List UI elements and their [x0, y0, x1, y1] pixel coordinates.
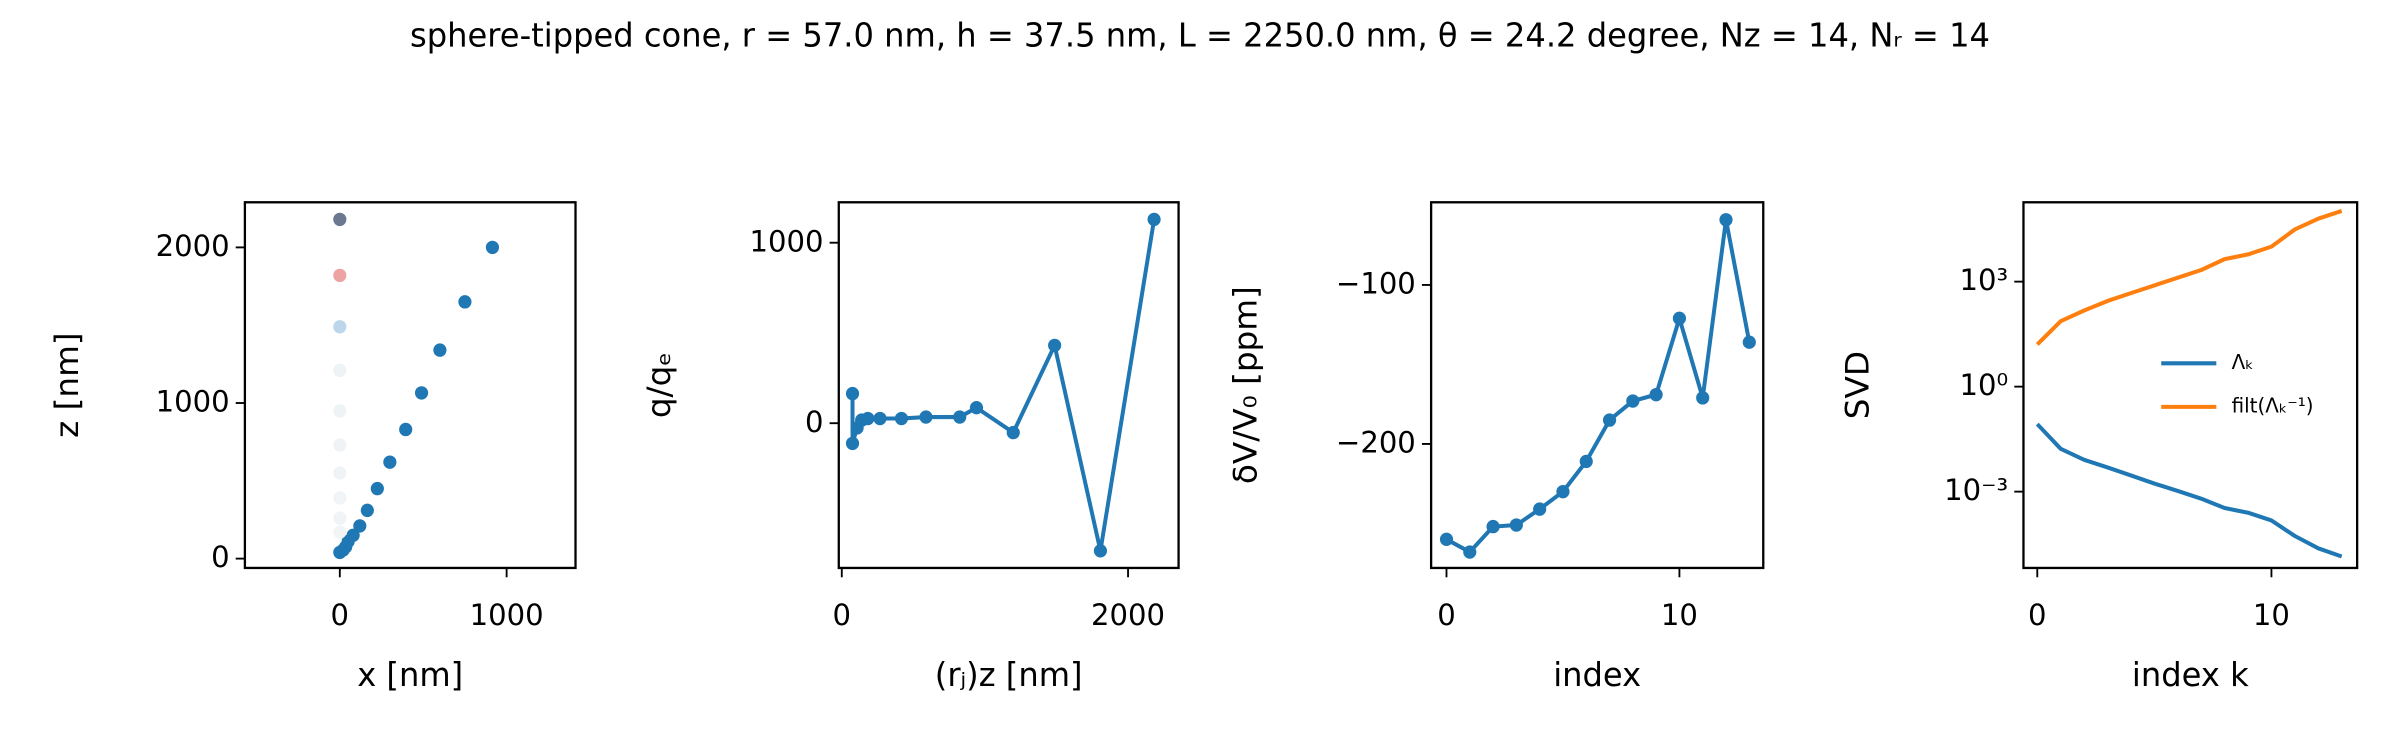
y-tick-label: 0 [211, 540, 230, 574]
x-axis-label: x [nm] [357, 656, 463, 694]
y-tick-label: 2000 [156, 229, 230, 263]
point [333, 268, 347, 283]
point [333, 438, 347, 452]
point [360, 503, 374, 518]
point [485, 240, 500, 255]
marker [1719, 213, 1733, 227]
point [333, 320, 347, 334]
point [333, 525, 347, 539]
point [333, 466, 347, 480]
marker [1649, 387, 1663, 402]
x-tick-label: 0 [833, 598, 852, 632]
point [333, 491, 347, 505]
y-tick-label: 1000 [156, 384, 230, 418]
marker [919, 410, 933, 424]
y-tick-label: −200 [1336, 425, 1416, 459]
marker [1672, 311, 1686, 326]
axes-frame [1429, 201, 1765, 570]
y-tick-label: 10⁰ [1960, 368, 2009, 402]
legend-label: filt(Λₖ⁻¹) [2232, 393, 2314, 417]
marker [1602, 413, 1617, 427]
point [399, 422, 413, 437]
axes-frame [243, 201, 577, 570]
series-line [850, 219, 1157, 553]
series-line [1445, 217, 1752, 555]
marker [1626, 394, 1640, 408]
x-axis-label: index [1553, 656, 1641, 694]
y-tick-label: 0 [805, 405, 824, 439]
marker [845, 436, 860, 451]
y-axis-label: SVD [1839, 351, 1877, 419]
marker [1439, 532, 1454, 547]
point [433, 343, 447, 357]
marker [873, 411, 887, 426]
marker [1486, 519, 1500, 534]
point [458, 295, 472, 309]
marker [1742, 335, 1756, 349]
point [333, 511, 347, 525]
axes-frame [2022, 201, 2359, 570]
marker [1533, 502, 1547, 516]
point [353, 519, 367, 533]
marker [969, 400, 984, 415]
point [383, 455, 397, 469]
point [333, 404, 347, 418]
x-tick-label: 0 [2028, 598, 2047, 632]
x-tick-label: 10 [2253, 598, 2290, 632]
legend-label: Λₖ [2232, 350, 2254, 374]
x-tick-label: 2000 [1091, 598, 1165, 632]
point [346, 528, 360, 542]
marker [1463, 545, 1477, 559]
series-line [2035, 422, 2343, 559]
figure-title: sphere-tipped cone, r = 57.0 nm, h = 37.… [410, 16, 1990, 54]
y-tick-label: 10³ [1960, 263, 2009, 297]
x-axis-label: (rⱼ)z [nm] [935, 656, 1083, 694]
point [370, 481, 384, 496]
y-axis-label: q/qₑ [640, 352, 678, 418]
marker [1006, 425, 1020, 440]
x-tick-label: 0 [331, 598, 350, 632]
marker [1147, 212, 1161, 227]
x-tick-label: 0 [1437, 598, 1456, 632]
y-tick-label: 1000 [749, 224, 823, 258]
series-line [2035, 208, 2343, 346]
marker [953, 410, 967, 424]
marker [1048, 338, 1062, 353]
marker [861, 411, 875, 426]
y-axis-label: z [nm] [48, 332, 86, 438]
point [333, 363, 347, 378]
marker [845, 386, 860, 401]
marker [1579, 454, 1593, 469]
y-axis-label: δV/V₀ [ppm] [1227, 286, 1265, 484]
axes-frame [837, 201, 1180, 570]
x-tick-label: 1000 [470, 598, 544, 632]
point [333, 212, 347, 227]
marker [1696, 391, 1710, 405]
x-tick-label: 10 [1661, 598, 1698, 632]
marker [894, 411, 909, 426]
x-axis-label: index k [2132, 656, 2249, 694]
marker [1556, 484, 1570, 499]
point [414, 386, 429, 400]
y-tick-label: −100 [1336, 266, 1416, 300]
marker [1093, 544, 1108, 558]
marker [1509, 518, 1523, 532]
y-tick-label: 10⁻³ [1944, 473, 2008, 507]
